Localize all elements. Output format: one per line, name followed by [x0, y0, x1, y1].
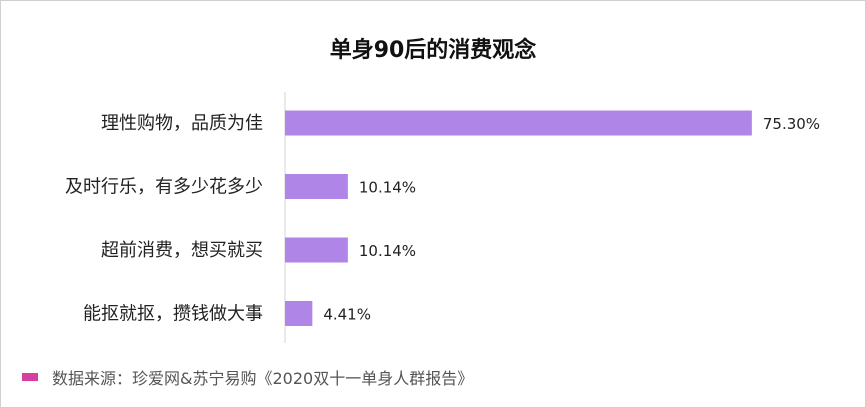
category-label: 能抠就抠，攒钱做大事 [83, 304, 263, 325]
data-label: 4.41% [323, 306, 371, 324]
data-label: 10.14% [359, 179, 416, 197]
data-label: 10.14% [359, 242, 416, 260]
source-text: 数据来源：珍爱网&苏宁易购《2020双十一单身人群报告》 [52, 369, 474, 388]
chart-title: 单身90后的消费观念 [329, 38, 537, 63]
category-label: 及时行乐，有多少花多少 [65, 177, 263, 198]
data-label: 75.30% [763, 115, 820, 133]
bar [285, 174, 348, 199]
bar [285, 237, 348, 263]
bar [285, 301, 313, 326]
category-label: 理性购物，品质为佳 [101, 113, 263, 134]
source-marker-icon [22, 373, 38, 381]
category-label: 超前消费，想买就买 [101, 240, 263, 261]
bar [285, 110, 752, 136]
data-source: 数据来源：珍爱网&苏宁易购《2020双十一单身人群报告》 [22, 366, 473, 388]
